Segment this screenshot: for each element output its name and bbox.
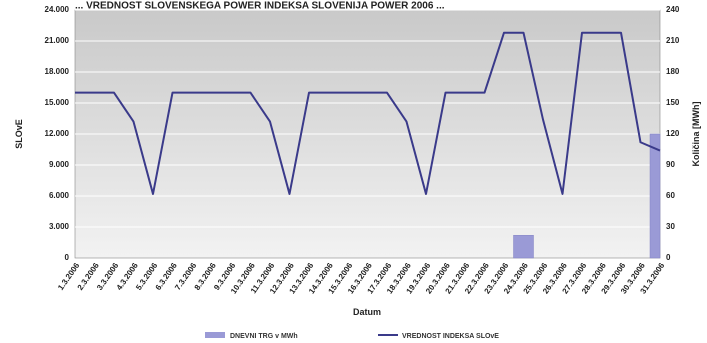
left-tick-label: 21.000 [45,36,70,45]
right-tick-label: 210 [666,36,680,45]
left-axis-title: SLOvE [14,119,24,149]
left-tick-label: 18.000 [45,67,70,76]
left-tick-label: 9.000 [49,160,70,169]
left-tick-label: 3.000 [49,222,70,231]
bar [514,235,534,258]
bar [650,134,660,258]
left-axis-ticks: 0 3.000 6.000 9.000 12.000 15.000 18.000 21.000… [45,5,70,262]
right-tick-label: 30 [666,222,675,231]
right-tick-label: 60 [666,191,675,200]
left-tick-label: 24.000 [45,5,70,14]
x-axis-title: Datum [353,307,381,317]
right-tick-label: 150 [666,98,680,107]
legend-bar-swatch [205,332,225,338]
right-tick-label: 120 [666,129,680,138]
legend: DNEVNI TRG v MWh VREDNOST INDEKSA SLOvE [205,332,499,340]
x-axis-ticks: 1.3.20062.3.20063.3.20064.3.20065.3.2006… [56,261,667,296]
right-axis-title: Količina [MWh] [691,102,701,167]
right-tick-label: 90 [666,160,675,169]
left-tick-label: 12.000 [45,129,70,138]
left-tick-label: 15.000 [45,98,70,107]
left-tick-label: 6.000 [49,191,70,200]
legend-line-label: VREDNOST INDEKSA SLOvE [402,333,499,340]
right-tick-label: 240 [666,5,680,14]
right-tick-label: 0 [666,253,671,262]
right-axis-ticks: 0 30 60 90 120 150 180 210 240 [666,5,680,262]
legend-bar-label: DNEVNI TRG v MWh [230,333,298,340]
right-tick-label: 180 [666,67,680,76]
left-tick-label: 0 [65,253,70,262]
